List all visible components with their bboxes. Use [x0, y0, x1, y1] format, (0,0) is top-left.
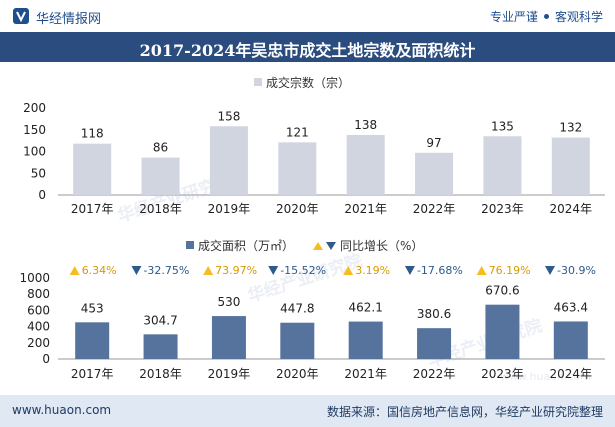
x-tick-label: 2021年	[344, 367, 387, 381]
y-tick-label: 150	[23, 123, 46, 137]
growth-label: 3.19%	[355, 264, 390, 277]
bar-count	[483, 136, 522, 195]
x-tick-label: 2017年	[71, 202, 114, 216]
x-tick-label: 2022年	[413, 367, 456, 381]
bar-count	[141, 157, 180, 195]
bar-area	[417, 328, 452, 359]
x-tick-label: 2019年	[208, 367, 251, 381]
bar-area	[280, 322, 315, 359]
growth-down-icon	[404, 266, 415, 275]
legend-label-growth: 同比增长（%）	[340, 239, 423, 253]
value-label-area: 447.8	[280, 302, 314, 316]
legend-down-triangle-icon	[326, 242, 336, 250]
bar-area	[75, 322, 110, 359]
watermark-url: www.huaon.com	[500, 370, 591, 383]
slogan-dot-icon	[543, 14, 549, 19]
growth-label: -15.52%	[280, 264, 326, 277]
y-tick-label: 100	[23, 145, 46, 159]
value-label-area: 463.4	[554, 300, 588, 314]
x-tick-label: 2023年	[481, 367, 524, 381]
x-tick-label: 2022年	[413, 202, 456, 216]
value-label-count: 97	[426, 136, 441, 150]
value-label-count: 86	[153, 141, 168, 155]
value-label-area: 530	[217, 295, 240, 309]
footer-bar: www.huaon.com 数据来源：国信房地产信息网，华经产业研究院整理	[0, 395, 615, 427]
y-tick-label: 800	[27, 287, 50, 301]
slogan-professional: 专业严谨	[489, 10, 538, 24]
growth-down-icon	[545, 266, 556, 275]
bar-area	[348, 321, 383, 359]
y-tick-label: 400	[27, 320, 50, 334]
x-tick-label: 2024年	[550, 367, 593, 381]
growth-up-icon	[476, 266, 487, 275]
legend-label-count: 成交宗数（宗）	[266, 75, 350, 90]
growth-up-icon	[203, 266, 214, 275]
value-label-count: 138	[354, 118, 377, 132]
y-tick-label: 1000	[19, 271, 50, 285]
huajing-logo-icon	[13, 8, 29, 24]
value-label-count: 121	[286, 125, 309, 139]
value-label-count: 158	[217, 109, 240, 123]
x-tick-label: 2020年	[276, 202, 319, 216]
x-tick-label: 2019年	[208, 202, 251, 216]
legend-label-area: 成交面积（万㎡）	[198, 238, 294, 253]
bar-area	[143, 334, 178, 359]
bar-count	[73, 143, 112, 195]
bar-area	[485, 304, 520, 359]
chart-title: 2017-2024年吴忠市成交土地宗数及面积统计	[139, 41, 476, 60]
growth-label: 6.34%	[82, 264, 117, 277]
value-label-count: 132	[559, 121, 582, 135]
growth-label: 73.97%	[215, 264, 257, 277]
legend-up-triangle-icon	[313, 242, 323, 250]
y-tick-label: 600	[27, 303, 50, 317]
slogan: 专业严谨 客观科学	[490, 8, 603, 25]
y-tick-label: 0	[42, 352, 50, 366]
bar-count	[209, 126, 248, 195]
bar-count	[346, 134, 385, 195]
y-tick-label: 200	[27, 336, 50, 350]
x-tick-label: 2017年	[71, 367, 114, 381]
slogan-objective: 客观科学	[554, 10, 603, 24]
footer-source: 数据来源：国信房地产信息网，华经产业研究院整理	[326, 405, 603, 419]
value-label-area: 304.7	[143, 313, 177, 327]
y-tick-label: 200	[23, 101, 46, 115]
x-tick-label: 2020年	[276, 367, 319, 381]
brand-name: 华经情报网	[36, 12, 102, 27]
chart-area: 华经产业研究院华经产业研究院华经产业研究院www.huaon.com成交宗数（宗…	[19, 75, 605, 383]
value-label-area: 380.6	[417, 307, 451, 321]
y-tick-label: 0	[38, 188, 46, 202]
footer-url[interactable]: www.huaon.com	[12, 403, 112, 417]
legend-swatch-area	[186, 241, 194, 249]
bar-count	[551, 137, 590, 195]
x-tick-label: 2021年	[344, 202, 387, 216]
bar-count	[278, 142, 317, 195]
value-label-area: 462.1	[349, 301, 383, 315]
title-bar: 2017-2024年吴忠市成交土地宗数及面积统计	[0, 32, 615, 62]
growth-up-icon	[343, 266, 354, 275]
top-bar: 华经情报网 专业严谨 客观科学	[0, 0, 615, 32]
bar-area	[553, 321, 588, 359]
bar-count	[415, 152, 454, 195]
growth-label: 76.19%	[489, 264, 531, 277]
bar-area	[211, 316, 246, 359]
growth-label: -17.68%	[417, 264, 463, 277]
growth-label: -32.75%	[143, 264, 189, 277]
legend-swatch-count	[254, 78, 262, 86]
value-label-count: 118	[81, 127, 104, 141]
growth-down-icon	[131, 266, 142, 275]
growth-down-icon	[268, 266, 279, 275]
x-tick-label: 2024年	[550, 202, 593, 216]
watermark-text: 华经产业研究院	[245, 250, 365, 307]
value-label-area: 670.6	[485, 284, 519, 298]
value-label-count: 135	[491, 119, 514, 133]
growth-up-icon	[69, 266, 80, 275]
value-label-area: 453	[81, 301, 104, 315]
x-tick-label: 2023年	[481, 202, 524, 216]
x-tick-label: 2018年	[139, 367, 182, 381]
y-tick-label: 50	[31, 166, 46, 180]
growth-label: -30.9%	[557, 264, 596, 277]
x-tick-label: 2018年	[139, 202, 182, 216]
